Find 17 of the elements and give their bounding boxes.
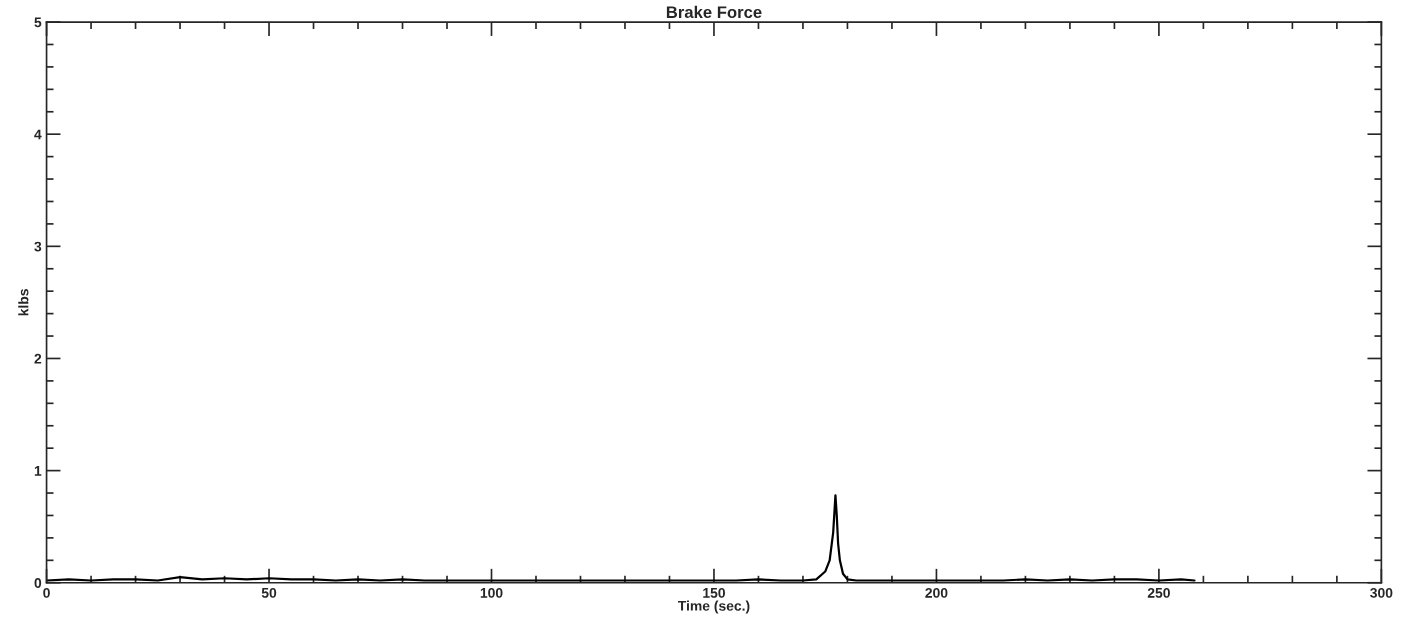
y-tick-label: 4 (34, 129, 42, 140)
y-tick-label: 0 (34, 578, 42, 588)
x-tick-label: 50 (261, 587, 277, 598)
x-tick-label: 250 (1147, 587, 1170, 598)
x-tick-label: 0 (43, 587, 50, 598)
chart-title: Brake Force (666, 5, 762, 19)
x-tick-label: 200 (925, 587, 948, 598)
x-tick-label: 150 (703, 587, 725, 598)
x-axis-title: Time (sec.) (677, 600, 750, 614)
y-tick-label: 3 (34, 241, 42, 252)
y-axis-title: klbs (18, 289, 29, 316)
y-tick-label: 1 (34, 466, 42, 476)
x-tick-label: 300 (1370, 587, 1393, 598)
line-series (46, 494, 1196, 582)
y-tick-label: 2 (34, 353, 42, 364)
x-tick-label: 100 (480, 587, 503, 598)
y-tick-label: 5 (34, 17, 42, 28)
